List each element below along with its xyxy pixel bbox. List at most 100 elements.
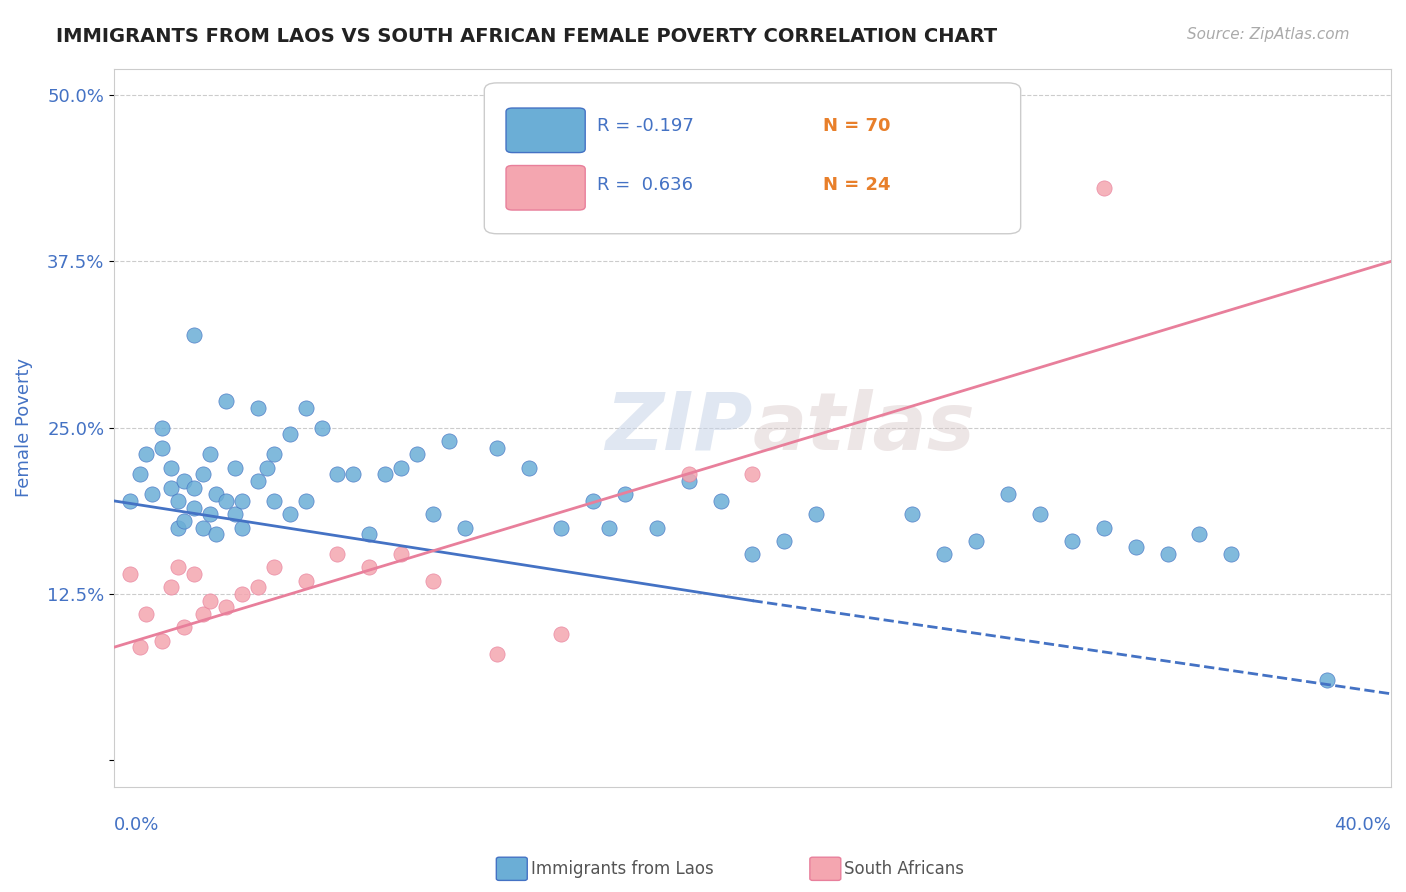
Point <box>550 627 572 641</box>
Point <box>517 460 540 475</box>
Point <box>326 547 349 561</box>
Point <box>198 507 221 521</box>
Point <box>150 421 173 435</box>
Point <box>342 467 364 482</box>
Point <box>374 467 396 482</box>
Text: 40.0%: 40.0% <box>1334 815 1391 834</box>
Point <box>311 421 333 435</box>
Point <box>1156 547 1178 561</box>
Point <box>486 647 509 661</box>
Point <box>1125 541 1147 555</box>
Point <box>166 494 188 508</box>
Point <box>1060 533 1083 548</box>
Point <box>246 401 269 415</box>
Text: atlas: atlas <box>752 389 976 467</box>
Text: N = 70: N = 70 <box>823 117 890 135</box>
Point <box>215 494 238 508</box>
FancyBboxPatch shape <box>506 108 585 153</box>
Point <box>965 533 987 548</box>
Point <box>678 474 700 488</box>
Point <box>135 607 157 621</box>
Point <box>246 474 269 488</box>
FancyBboxPatch shape <box>484 83 1021 234</box>
Point <box>118 494 141 508</box>
Point <box>128 467 150 482</box>
Point <box>198 447 221 461</box>
Point <box>263 494 285 508</box>
Point <box>806 507 828 521</box>
Point <box>231 587 253 601</box>
Point <box>932 547 955 561</box>
Point <box>128 640 150 655</box>
Point <box>166 560 188 574</box>
Point <box>389 460 412 475</box>
Text: South Africans: South Africans <box>844 860 963 878</box>
Text: N = 24: N = 24 <box>823 176 890 194</box>
Point <box>741 467 763 482</box>
Text: Immigrants from Laos: Immigrants from Laos <box>531 860 714 878</box>
Point <box>741 547 763 561</box>
Point <box>389 547 412 561</box>
Point <box>422 574 444 588</box>
Point <box>294 574 316 588</box>
Point <box>166 520 188 534</box>
Point <box>150 633 173 648</box>
Point <box>422 507 444 521</box>
Point <box>326 467 349 482</box>
Point <box>278 427 301 442</box>
Point <box>901 507 924 521</box>
Point <box>1316 673 1339 688</box>
Point <box>278 507 301 521</box>
Point <box>215 394 238 409</box>
Point <box>1188 527 1211 541</box>
Point <box>1092 520 1115 534</box>
Text: IMMIGRANTS FROM LAOS VS SOUTH AFRICAN FEMALE POVERTY CORRELATION CHART: IMMIGRANTS FROM LAOS VS SOUTH AFRICAN FE… <box>56 27 997 45</box>
Point <box>437 434 460 448</box>
FancyBboxPatch shape <box>506 166 585 210</box>
Point <box>359 560 381 574</box>
Point <box>678 467 700 482</box>
Point <box>198 593 221 607</box>
Point <box>141 487 163 501</box>
Point <box>160 460 183 475</box>
Point <box>550 520 572 534</box>
Point <box>231 520 253 534</box>
Point <box>215 600 238 615</box>
Point <box>173 514 195 528</box>
Point <box>150 441 173 455</box>
Point <box>263 560 285 574</box>
Point <box>294 401 316 415</box>
Point <box>406 447 429 461</box>
Point <box>256 460 278 475</box>
Point <box>582 494 605 508</box>
Text: ZIP: ZIP <box>605 389 752 467</box>
Point <box>598 520 620 534</box>
Point <box>193 467 215 482</box>
Point <box>160 580 183 594</box>
Text: R = -0.197: R = -0.197 <box>596 117 693 135</box>
Point <box>709 494 731 508</box>
Point <box>135 447 157 461</box>
Point <box>773 533 796 548</box>
Point <box>246 580 269 594</box>
Point <box>613 487 636 501</box>
Point <box>160 481 183 495</box>
Point <box>294 494 316 508</box>
Point <box>224 507 246 521</box>
Point <box>205 487 228 501</box>
Point <box>454 520 477 534</box>
Point <box>645 520 668 534</box>
Point <box>359 527 381 541</box>
Point <box>173 474 195 488</box>
Point <box>183 481 205 495</box>
Point <box>231 494 253 508</box>
Text: R =  0.636: R = 0.636 <box>596 176 693 194</box>
Point <box>183 500 205 515</box>
Point <box>183 567 205 582</box>
Point <box>183 327 205 342</box>
Point <box>1029 507 1052 521</box>
Point <box>1220 547 1243 561</box>
Point <box>263 447 285 461</box>
Text: 0.0%: 0.0% <box>114 815 159 834</box>
Point <box>173 620 195 634</box>
